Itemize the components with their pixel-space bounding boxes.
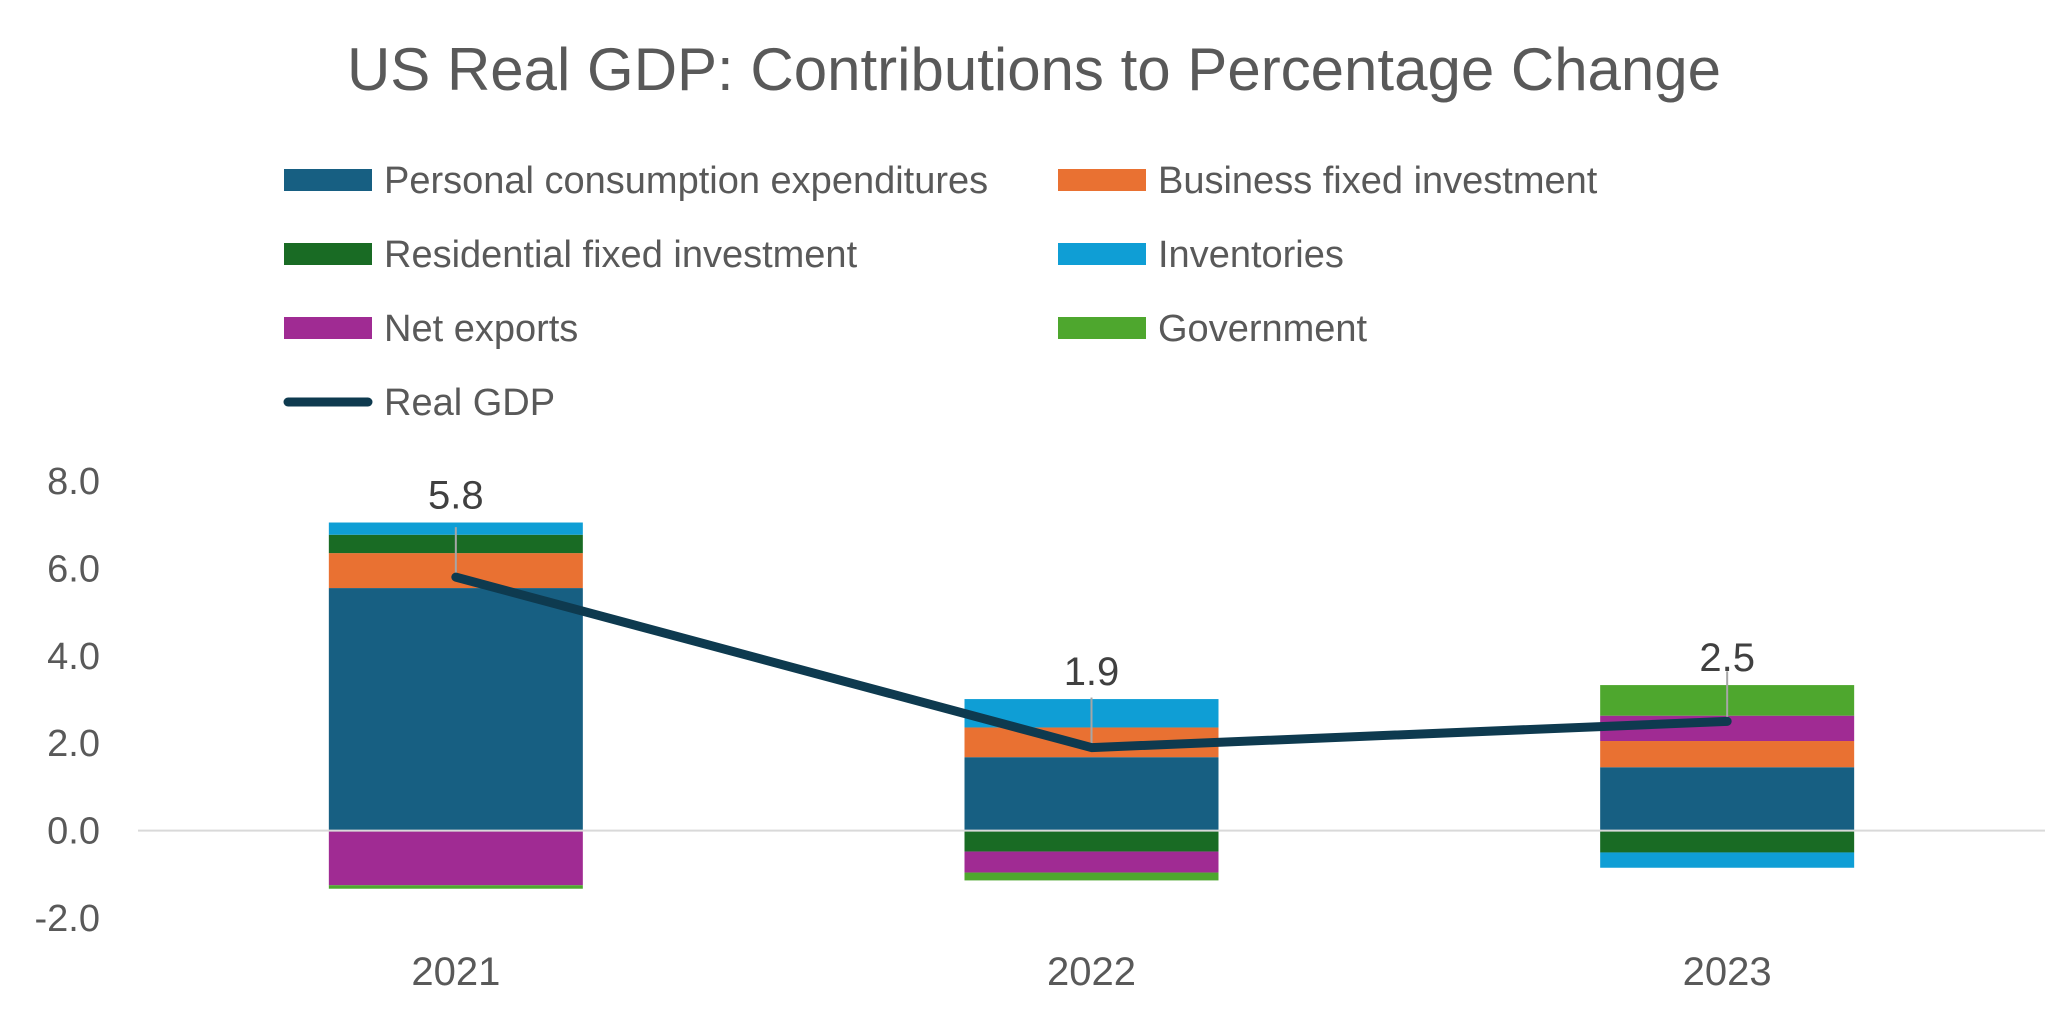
legend-label: Real GDP: [384, 382, 555, 424]
y-tick-label: -2.0: [35, 898, 100, 940]
bar-segment: [328, 830, 583, 886]
legend-label: Net exports: [384, 308, 578, 350]
bar-segment: [964, 757, 1219, 831]
data-label: 2.5: [1699, 636, 1755, 680]
legend-swatch: [1058, 243, 1146, 265]
y-axis: 8.0 6.0 4.0 2.0 0.0 -2.0: [35, 461, 100, 940]
bar-segment: [328, 588, 583, 831]
y-tick-label: 2.0: [47, 723, 100, 765]
bar-segment: [1600, 767, 1855, 831]
bar-segment: [1600, 830, 1855, 853]
x-axis: 2021 2022 2023: [411, 950, 1771, 994]
legend-label: Government: [1158, 308, 1368, 350]
x-tick-label: 2023: [1683, 950, 1772, 994]
y-tick-label: 0.0: [47, 811, 100, 853]
data-label: 5.8: [428, 474, 484, 518]
chart-title: US Real GDP: Contributions to Percentage…: [347, 36, 1721, 103]
data-labels: 5.8 1.9 2.5: [428, 474, 1755, 695]
legend: Personal consumption expenditures Busines…: [283, 160, 1598, 424]
bar-segment: [964, 872, 1219, 881]
y-tick-label: 6.0: [47, 548, 100, 590]
leader-lines: [454, 527, 1729, 748]
bar-segment: [1600, 852, 1855, 868]
y-tick-label: 4.0: [47, 636, 100, 678]
bar-segment: [328, 885, 583, 889]
y-tick-label: 8.0: [47, 461, 100, 503]
x-tick-label: 2021: [411, 950, 500, 994]
legend-label: Inventories: [1158, 234, 1344, 276]
legend-swatch: [284, 317, 372, 339]
x-tick-label: 2022: [1047, 950, 1136, 994]
bar-segment: [964, 851, 1219, 873]
legend-label: Business fixed investment: [1158, 160, 1598, 202]
legend-swatch: [1058, 169, 1146, 191]
bar-segment: [1600, 741, 1855, 768]
real-gdp-line: [451, 572, 1732, 753]
legend-label: Personal consumption expenditures: [384, 160, 988, 202]
legend-swatch: [284, 243, 372, 265]
legend-swatch: [1058, 317, 1146, 339]
legend-swatch: [284, 169, 372, 191]
data-label: 1.9: [1064, 650, 1120, 694]
legend-label: Residential fixed investment: [384, 234, 858, 276]
bar-segment: [964, 830, 1219, 852]
